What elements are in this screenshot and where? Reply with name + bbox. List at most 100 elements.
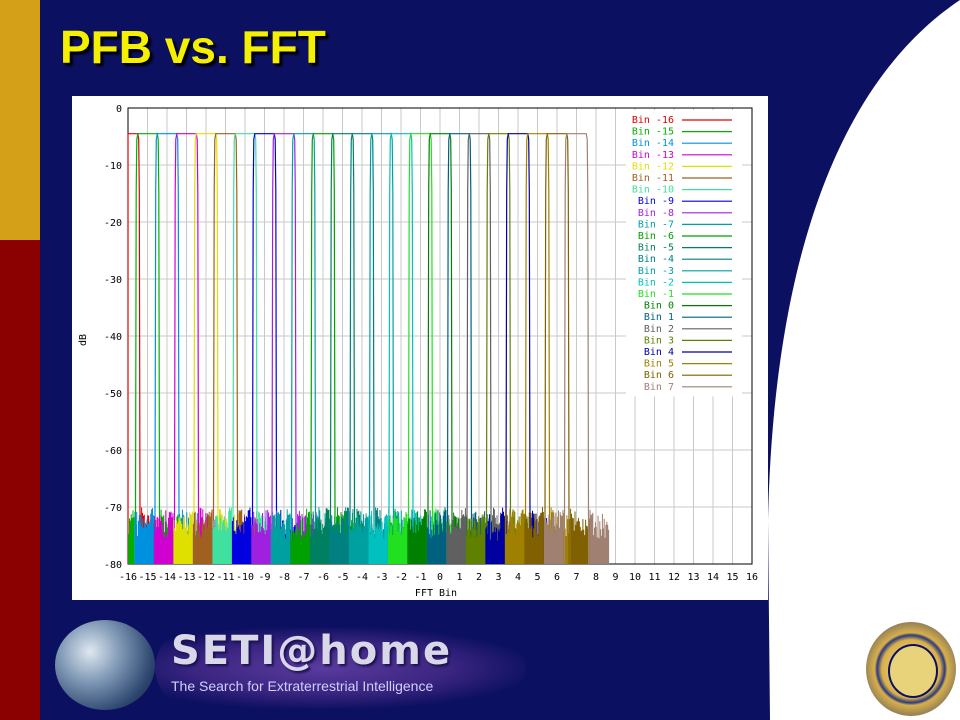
- series-line: [368, 133, 395, 565]
- legend-label: Bin -13: [632, 150, 674, 161]
- series-line: [290, 133, 317, 565]
- series-sidelobe: [153, 510, 174, 564]
- x-tick-label: 9: [612, 572, 618, 583]
- series-sidelobe: [524, 507, 544, 564]
- accent-stripe-top: [0, 0, 40, 240]
- series-line: [329, 133, 356, 565]
- seti-brand: SETI@home: [171, 628, 453, 674]
- y-tick-label: -50: [104, 389, 122, 400]
- legend-label: Bin -3: [638, 266, 674, 277]
- series-sidelobe: [570, 508, 590, 564]
- y-axis-label: dB: [78, 334, 89, 346]
- x-tick-label: -8: [278, 572, 290, 583]
- series-sidelobe: [387, 511, 408, 564]
- legend-label: Bin -9: [638, 196, 674, 207]
- series-sidelobe: [589, 509, 610, 564]
- series-sidelobe: [270, 509, 291, 564]
- series-line: [563, 133, 590, 565]
- x-tick-label: 3: [495, 572, 501, 583]
- earth-globe-icon: [55, 620, 155, 710]
- x-tick-label: -4: [356, 572, 368, 583]
- series-line: [407, 133, 434, 565]
- university-seal-icon: [866, 622, 956, 716]
- series-line: [134, 133, 161, 565]
- series-sidelobe: [348, 509, 369, 564]
- x-tick-label: -15: [138, 572, 156, 583]
- series-sidelobe: [329, 507, 349, 564]
- x-tick-label: 0: [437, 572, 443, 583]
- legend-label: Bin 7: [644, 382, 674, 393]
- series-line: [127, 133, 141, 565]
- x-tick-label: -2: [395, 572, 407, 583]
- x-tick-label: 7: [573, 572, 579, 583]
- series-bin--15: [128, 133, 181, 565]
- y-tick-label: -10: [104, 161, 122, 172]
- x-tick-label: -13: [177, 572, 195, 583]
- x-axis-label: FFT Bin: [415, 588, 457, 599]
- chart-panel: Bin -16 Bin -15 Bin -14 Bin -13 Bin -12 Bin -…: [72, 96, 768, 600]
- x-tick-label: -16: [119, 572, 137, 583]
- x-tick-label: 5: [534, 572, 540, 583]
- x-tick-label: -9: [258, 572, 270, 583]
- series-sidelobe: [426, 507, 447, 564]
- series-line: [505, 133, 531, 565]
- series-line: [271, 133, 297, 565]
- series-line: [466, 133, 492, 565]
- x-tick-label: 1: [456, 572, 462, 583]
- y-tick-label: -70: [104, 503, 122, 514]
- x-tick-label: -11: [216, 572, 234, 583]
- legend-label: Bin -6: [638, 231, 674, 242]
- series-line: [193, 133, 219, 565]
- x-tick-label: -6: [317, 572, 329, 583]
- series-sidelobe: [465, 514, 486, 564]
- series-line: [388, 133, 414, 565]
- x-tick-label: 2: [476, 572, 482, 583]
- series-line: [524, 133, 551, 565]
- x-tick-label: -12: [197, 572, 215, 583]
- x-tick-label: -10: [236, 572, 254, 583]
- x-tick-label: 8: [593, 572, 599, 583]
- legend-label: Bin -14: [632, 138, 674, 149]
- series-line: [212, 133, 239, 565]
- series-sidelobe: [212, 507, 232, 564]
- series-line: [446, 133, 473, 565]
- y-tick-label: -40: [104, 332, 122, 343]
- legend-box: [626, 110, 742, 397]
- legend-label: Bin 6: [644, 370, 674, 381]
- x-tick-label: -5: [336, 572, 348, 583]
- legend-label: Bin -1: [638, 289, 674, 300]
- legend-label: Bin -4: [638, 254, 674, 265]
- y-tick-label: -20: [104, 218, 122, 229]
- legend-label: Bin 1: [644, 312, 674, 323]
- x-tick-label: 16: [746, 572, 758, 583]
- series-sidelobe: [231, 507, 252, 564]
- y-tick-label: -30: [104, 275, 122, 286]
- series-sidelobe: [192, 509, 213, 564]
- x-tick-label: 13: [687, 572, 699, 583]
- legend-label: Bin -5: [638, 243, 674, 254]
- logo-swirl: [155, 628, 525, 708]
- x-tick-label: 12: [668, 572, 680, 583]
- series-sidelobe: [407, 509, 427, 564]
- series-line: [232, 133, 258, 565]
- legend-label: Bin -15: [632, 127, 674, 138]
- series-line: [310, 133, 336, 565]
- legend-label: Bin 4: [644, 347, 674, 358]
- series-sidelobe: [485, 507, 505, 564]
- x-tick-label: 11: [648, 572, 660, 583]
- x-tick-label: -1: [414, 572, 426, 583]
- series-sidelobe: [128, 510, 135, 564]
- x-tick-label: -14: [158, 572, 176, 583]
- series-bin-6: [524, 133, 590, 565]
- x-tick-label: 15: [726, 572, 738, 583]
- x-tick-label: 6: [554, 572, 560, 583]
- y-tick-label: -80: [104, 560, 122, 571]
- legend-label: Bin 3: [644, 335, 674, 346]
- series-sidelobe: [134, 508, 154, 564]
- series-line: [154, 133, 180, 565]
- x-tick-label: 14: [707, 572, 719, 583]
- series-sidelobe: [504, 509, 525, 564]
- seti-logo: SETI@home The Search for Extraterrestria…: [55, 620, 525, 710]
- series-line: [427, 133, 453, 565]
